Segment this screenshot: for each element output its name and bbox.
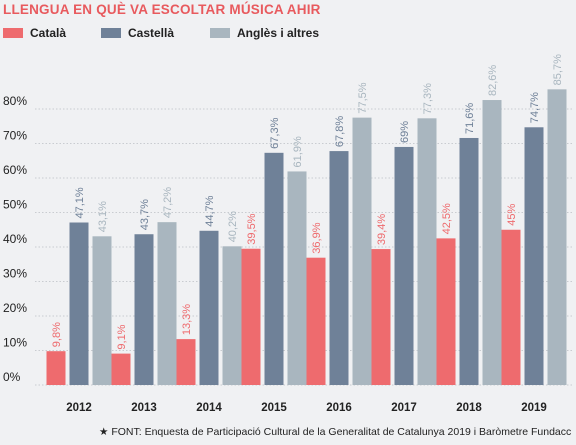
data-label: 77,5% <box>357 82 369 113</box>
data-label: 85,7% <box>552 54 564 85</box>
bar <box>524 127 544 385</box>
y-tick-label: 10% <box>3 336 27 350</box>
bar <box>329 151 349 385</box>
data-label: 71,6% <box>464 103 476 134</box>
bar <box>92 236 112 385</box>
bar <box>264 152 284 385</box>
y-tick-label: 50% <box>3 198 27 212</box>
legend-item-angles: Anglès i altres <box>210 26 319 40</box>
data-label: 77,3% <box>422 83 434 114</box>
legend-swatch-catala <box>3 28 23 38</box>
bar <box>287 171 307 385</box>
y-tick-label: 30% <box>3 267 27 281</box>
data-label: 69% <box>399 121 411 143</box>
footnote-source: ★ FONT: Enquesta de Participació Cultura… <box>99 426 572 438</box>
bar <box>501 229 521 385</box>
y-tick-label: 0% <box>3 370 21 384</box>
x-tick-label: 2015 <box>261 402 287 414</box>
bar <box>111 353 131 385</box>
data-label: 9,1% <box>116 324 128 349</box>
data-label: 40,2% <box>227 211 239 242</box>
bar <box>176 339 196 385</box>
y-tick-label: 70% <box>3 129 27 143</box>
data-label: 44,7% <box>204 195 216 226</box>
data-label: 43,7% <box>139 199 151 230</box>
data-label: 36,9% <box>311 222 323 253</box>
chart-legend: Català Castellà Anglès i altres <box>0 26 576 42</box>
legend-swatch-castella <box>101 28 121 38</box>
data-label: 47,2% <box>162 187 174 218</box>
data-label: 67,8% <box>334 116 346 147</box>
legend-label-angles: Anglès i altres <box>237 26 320 40</box>
x-tick-label: 2012 <box>66 402 92 414</box>
legend-item-castella: Castellà <box>101 26 174 40</box>
legend-swatch-angles <box>210 28 230 38</box>
bar <box>352 117 372 385</box>
data-label: 61,9% <box>292 136 304 167</box>
y-tick-label: 40% <box>3 232 27 246</box>
bar <box>222 246 242 385</box>
data-label: 43,1% <box>97 201 109 232</box>
data-label: 45% <box>506 204 518 226</box>
y-tick-label: 60% <box>3 163 27 177</box>
bar <box>157 222 177 385</box>
x-tick-label: 2013 <box>131 402 157 414</box>
x-tick-label: 2018 <box>456 402 482 414</box>
bar <box>394 146 414 385</box>
data-label: 74,7% <box>529 92 541 123</box>
data-label: 47,1% <box>74 187 86 218</box>
bar <box>436 238 456 385</box>
x-tick-label: 2017 <box>391 402 417 414</box>
data-label: 39,4% <box>376 214 388 245</box>
bar <box>417 118 437 385</box>
data-label: 42,5% <box>441 203 453 234</box>
bar <box>46 351 66 385</box>
bar <box>241 248 261 385</box>
bar <box>547 89 567 386</box>
bar <box>371 249 391 385</box>
legend-item-catala: Català <box>3 26 66 40</box>
data-label: 67,3% <box>269 117 281 148</box>
legend-label-castella: Castellà <box>128 26 175 40</box>
bar <box>306 257 326 385</box>
data-label: 13,3% <box>181 304 193 335</box>
y-tick-label: 80% <box>3 94 27 108</box>
x-tick-label: 2014 <box>196 402 222 414</box>
bar <box>69 222 89 385</box>
data-label: 39,5% <box>246 213 258 244</box>
x-tick-label: 2016 <box>326 402 352 414</box>
data-label: 82,6% <box>487 65 499 96</box>
data-label: 9,8% <box>51 322 63 347</box>
bar <box>459 137 479 385</box>
chart-title: LLENGUA EN QUÈ VA ESCOLTAR MÚSICA AHIR <box>3 2 321 17</box>
x-tick-label: 2019 <box>521 402 547 414</box>
bar <box>199 230 219 385</box>
y-tick-label: 20% <box>3 301 27 315</box>
bar <box>134 234 154 385</box>
legend-label-catala: Català <box>30 26 67 40</box>
bar <box>482 100 502 385</box>
